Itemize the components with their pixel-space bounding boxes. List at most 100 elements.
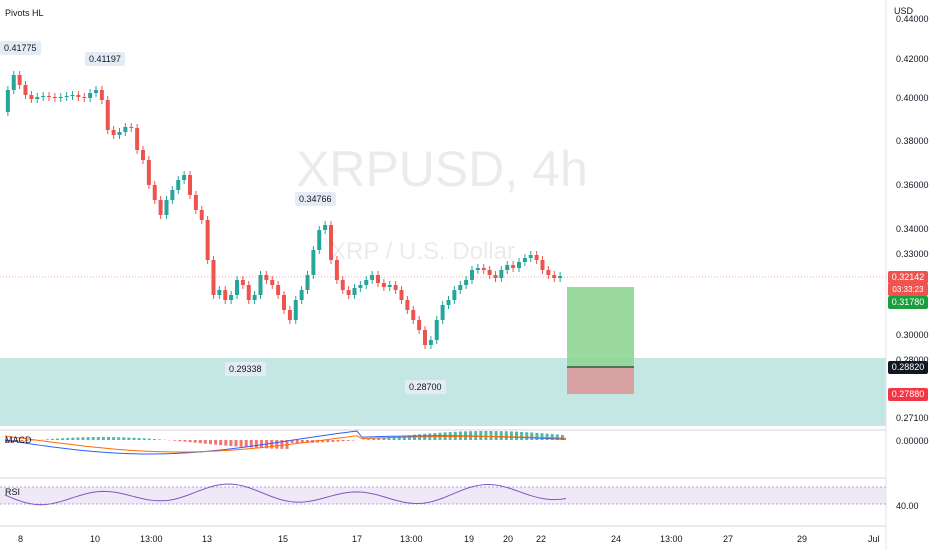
macd-bar — [107, 437, 110, 440]
candle-body — [540, 260, 545, 270]
macd-bar — [392, 436, 396, 440]
macd-bar — [229, 440, 233, 447]
macd-legend[interactable]: MACD — [5, 435, 32, 445]
candle-body — [99, 90, 104, 100]
rsi-value: 40.00 — [896, 501, 919, 511]
macd-bar — [66, 437, 70, 440]
time-tick: 10 — [90, 534, 101, 544]
pivot-high-label: 0.41775 — [0, 41, 41, 55]
pivot-high-label: 0.41197 — [85, 52, 125, 66]
candle-body — [481, 268, 486, 270]
time-tick: Jul — [868, 534, 880, 544]
current-price-tag: 0.32142 — [888, 271, 928, 284]
macd-bar — [15, 440, 19, 443]
macd-bar — [117, 437, 121, 440]
price-tick: 0.38000 — [896, 136, 929, 146]
candle-body — [276, 285, 281, 295]
candle-body — [317, 230, 322, 250]
candle-body — [176, 180, 181, 190]
macd-bar — [20, 440, 24, 442]
rsi-legend[interactable]: RSI — [5, 487, 21, 497]
entry-price-tag: 0.28820 — [888, 361, 928, 374]
macd-bar — [535, 432, 539, 440]
macd-bar — [142, 438, 146, 440]
candle-body — [475, 268, 480, 270]
candle-body — [188, 175, 192, 195]
macd-bar — [397, 436, 401, 440]
macd-bar — [402, 435, 406, 440]
candle-body — [329, 225, 333, 260]
candle-body — [146, 160, 151, 185]
candle-body — [446, 300, 451, 305]
macd-bar — [260, 440, 263, 449]
macd-bar — [198, 440, 202, 444]
candle-body — [505, 265, 510, 270]
macd-bar — [178, 440, 182, 442]
macd-bar — [239, 440, 243, 447]
price-tick: 0.36000 — [896, 180, 929, 190]
macd-bar — [504, 431, 508, 440]
macd-bar — [474, 431, 478, 440]
candle-body — [70, 95, 75, 96]
pivot-high-label: 0.34766 — [295, 192, 336, 206]
candle-body — [358, 285, 363, 288]
candle-body — [182, 175, 187, 180]
candle-body — [152, 185, 157, 200]
candle-body — [487, 270, 492, 275]
candle-body — [94, 90, 98, 93]
time-tick: 24 — [611, 534, 622, 544]
candle-body — [52, 97, 57, 98]
macd-bar — [96, 437, 100, 440]
macd-bar — [76, 437, 80, 440]
macd-bar — [499, 431, 503, 440]
macd-bar — [30, 440, 34, 441]
candle-body — [217, 290, 222, 295]
macd-bar — [152, 439, 156, 440]
macd-bar — [367, 439, 371, 440]
time-tick: 19 — [464, 534, 475, 544]
macd-bar — [509, 431, 513, 440]
macd-bar — [254, 440, 258, 448]
macd-bar — [5, 440, 8, 443]
macd-bar — [147, 438, 151, 440]
candle-body — [517, 262, 521, 268]
price-tick: 0.33000 — [896, 249, 929, 259]
candle-body — [35, 97, 40, 99]
macd-bar — [295, 440, 299, 443]
candle-body — [105, 100, 110, 130]
macd-bar — [300, 440, 304, 443]
candle-body — [229, 295, 234, 300]
time-tick: 17 — [352, 534, 363, 544]
candle-body — [123, 127, 128, 132]
candle-body — [305, 275, 310, 290]
macd-bar — [336, 440, 340, 442]
macd-bar — [101, 437, 105, 440]
macd-bar — [331, 440, 335, 442]
candle-body — [387, 285, 392, 287]
candle-body — [240, 280, 245, 285]
candle-body — [23, 85, 28, 95]
candle-body — [464, 280, 469, 285]
macd-bar — [86, 437, 90, 440]
macd-bar — [280, 440, 284, 449]
candle-body — [270, 280, 275, 285]
macd-bar — [555, 434, 559, 440]
candle-body — [47, 96, 51, 97]
macd-bar — [560, 434, 564, 440]
candle-body — [64, 96, 69, 97]
time-tick: 8 — [18, 534, 24, 544]
candle-body — [428, 340, 433, 345]
macd-bar — [158, 439, 161, 440]
macd-bar — [56, 438, 59, 440]
price-tick: 0.34000 — [896, 224, 929, 234]
indicator-legend[interactable]: Pivots HL — [5, 8, 44, 18]
candle-body — [528, 255, 533, 258]
candle-body — [246, 285, 251, 300]
candle-body — [393, 285, 398, 290]
candle-body — [370, 275, 375, 280]
candle-body — [193, 195, 198, 210]
candle-body — [493, 275, 498, 278]
macd-bar — [275, 440, 279, 449]
